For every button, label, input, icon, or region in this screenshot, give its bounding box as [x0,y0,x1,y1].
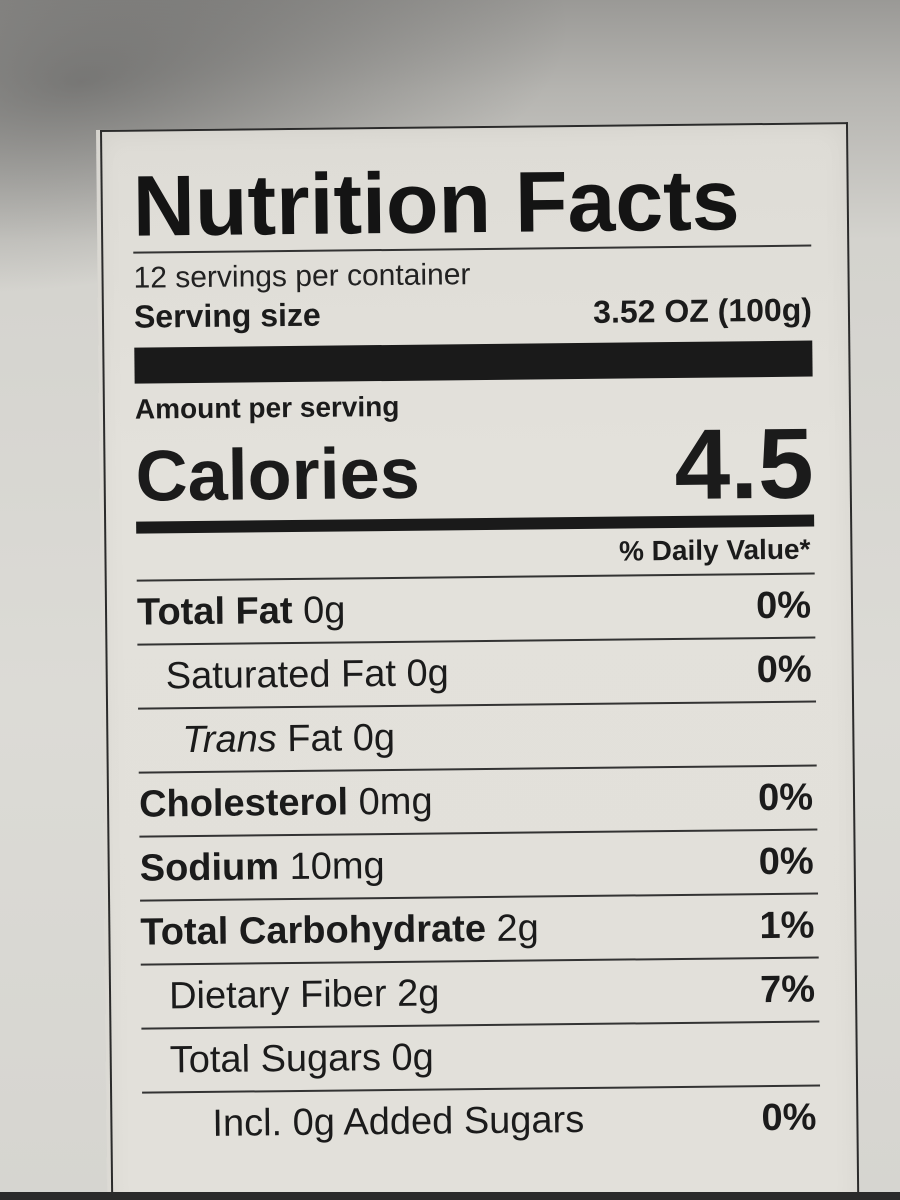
nutrient-amount: 10mg [289,845,385,889]
nutrient-amount: 2g [496,907,540,950]
serving-size-row: Serving size 3.52 OZ (100g) [134,291,812,336]
nutrient-dv: 0% [757,776,814,820]
nutrient-name: Dietary Fiber [168,973,387,1018]
nutrient-name: Saturated Fat [165,652,397,698]
nutrient-name-italic: Trans [182,718,277,762]
nutrient-amount: 0g [391,1036,435,1079]
nutrient-row-total-sugars: Total Sugars 0g [141,1020,821,1092]
panel-title: Nutrition Facts [132,152,741,255]
nutrient-dv: 0% [755,584,812,628]
serving-size-value: 3.52 OZ (100g) [592,291,813,330]
thick-divider [134,340,813,384]
servings-per-container: 12 servings per container [133,258,471,295]
nutrient-name: Cholesterol [138,781,349,826]
nutrient-row-cholesterol: Cholesterol 0mg 0% [138,764,818,836]
nutrient-amount: 0g [352,716,396,760]
nutrient-name: Sodium [139,846,280,890]
nutrient-row-trans-fat: Trans Fat 0g [138,700,817,772]
calories-row: Calories 4.5 [135,407,815,521]
bottom-edge [0,1192,900,1200]
nutrient-amount: 0g [302,589,346,632]
calories-label: Calories [135,433,421,517]
nutrient-name: Total Fat [136,590,293,634]
nutrient-amount: 2g [396,972,440,1015]
nutrient-row-dietary-fiber: Dietary Fiber 2g 7% [140,956,820,1028]
nutrient-row-total-carbohydrate: Total Carbohydrate 2g 1% [140,892,819,964]
nutrient-dv: 0% [758,840,814,884]
nutrient-amount: 0g [406,652,450,695]
nutrient-row-saturated-fat: Saturated Fat 0g 0% [137,636,817,708]
nutrition-facts-panel: Nutrition Facts 12 servings per containe… [100,122,860,1200]
nutrient-row-sodium: Sodium 10mg 0% [139,828,819,900]
nutrient-name: Fat [287,717,343,761]
nutrient-name: Total Sugars [169,1037,382,1082]
nutrient-dv: 0% [756,648,812,692]
nutrient-row-total-fat: Total Fat 0g 0% [136,572,816,644]
nutrient-dv: 1% [759,904,815,948]
panel-content: Nutrition Facts 12 servings per containe… [132,152,821,1156]
nutrient-amount: 0mg [358,780,433,824]
calories-value: 4.5 [673,407,815,521]
nutrient-name: Total Carbohydrate [140,908,487,954]
serving-size-label: Serving size [133,296,321,335]
daily-value-header: % Daily Value* [618,533,811,567]
nutrient-name: Incl. 0g Added Sugars [212,1098,585,1145]
nutrient-dv: 0% [761,1096,817,1140]
nutrient-dv: 7% [759,968,816,1012]
nutrient-row-added-sugars: Incl. 0g Added Sugars 0% [142,1084,821,1156]
